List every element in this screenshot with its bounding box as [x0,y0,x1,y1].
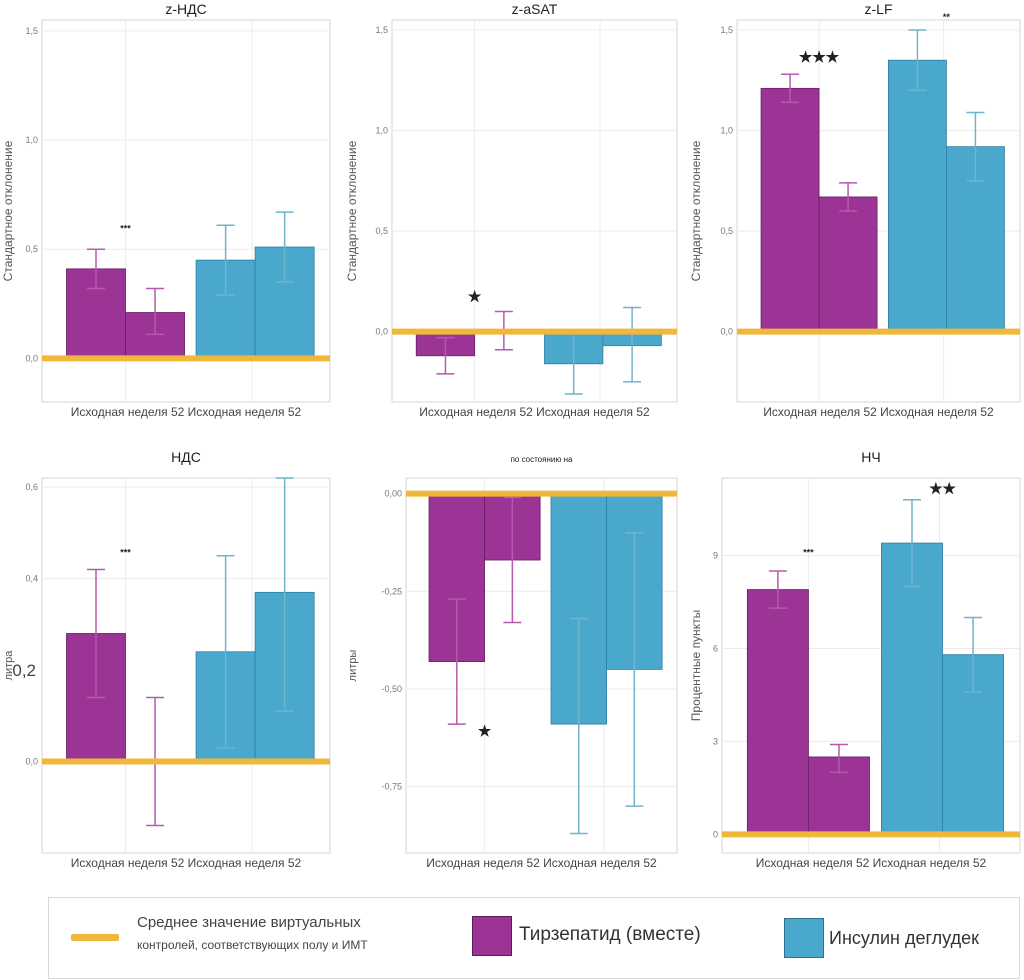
x-axis-label: Исходная неделя 52 Исходная неделя 52 [71,405,302,419]
y-tick-label: 0,0 [375,327,388,337]
legend-insulin-swatch [784,918,824,958]
chart-title: НЧ [861,449,880,465]
y-tick-label: -0,25 [381,586,402,596]
legend-reference-label: Среднее значение виртуальных [137,914,361,931]
bar [746,589,809,835]
y-axis-label: Стандартное отклонение [345,140,359,281]
y-tick-label: 6 [713,643,718,653]
bar [881,542,943,835]
y-axis-label: литры [347,650,359,682]
bar [888,59,947,333]
chart-title: по состоянию на [511,455,573,464]
chart-title: НДС [171,449,201,465]
y-tick-label: 0,0 [25,353,38,363]
significance-label: *** [803,547,814,557]
chart-title: z-LF [865,1,893,17]
x-axis-label: Исходная неделя 52 Исходная неделя 52 [419,405,650,419]
y-tick-label: 0,0 [720,327,733,337]
x-axis-label: Исходная неделя 52 Исходная неделя 52 [426,856,657,870]
y-axis-label: литра [3,650,15,681]
significance-label: ★ [468,288,482,305]
y-tick-label: 0,4 [25,574,38,584]
y-tick-label: 0 [713,829,718,839]
y-tick-label: 0,5 [720,226,733,236]
y-tick-label: 0,2 [12,661,36,680]
x-axis-label: Исходная неделя 52 Исходная неделя 52 [763,405,994,419]
y-tick-label: 1,0 [25,135,38,145]
y-tick-label: 0,0 [25,757,38,767]
significance-label: *** [120,224,131,234]
x-axis-label: Исходная неделя 52 Исходная неделя 52 [71,856,302,870]
y-tick-label: -0,50 [381,684,402,694]
significance-label: ** [943,12,951,22]
legend-tirzepatide-swatch [472,916,512,956]
y-tick-label: 1,0 [375,126,388,136]
y-tick-label: 1,0 [720,126,733,136]
y-tick-label: -0,75 [381,782,402,792]
chart-title: z-НДС [165,1,206,17]
y-tick-label: 0,6 [25,482,38,492]
significance-label: ★★ [929,480,956,497]
y-axis-label: Процентные пункты [689,610,703,721]
y-tick-label: 0,5 [375,226,388,236]
legend-insulin-label: Инсулин деглудек [829,928,979,948]
y-tick-label: 1,5 [25,26,38,36]
legend-tirzepatide-label: Тирзепатид (вместе) [519,924,701,945]
chart-title: z-aSAT [512,1,558,17]
y-tick-label: 1,5 [375,25,388,35]
legend-reference-swatch [71,934,119,941]
y-axis-label: Стандартное отклонение [689,140,703,281]
y-tick-label: 0,5 [25,244,38,254]
x-axis-label: Исходная неделя 52 Исходная неделя 52 [756,856,987,870]
bar [760,87,820,333]
y-axis-label: Стандартное отклонение [1,140,15,281]
legend: Среднее значение виртуальных контролей, … [48,897,1020,979]
y-tick-label: 3 [713,736,718,746]
significance-label: *** [120,548,131,558]
legend-reference-label-2: контролей, соответствующих полу и ИМТ [137,938,368,952]
significance-label: ★ [478,723,492,740]
y-tick-label: 9 [713,550,718,560]
significance-label: ★★★ [799,49,840,66]
bar [818,196,878,333]
y-tick-label: 1,5 [720,25,733,35]
y-tick-label: 0,00 [384,489,402,499]
